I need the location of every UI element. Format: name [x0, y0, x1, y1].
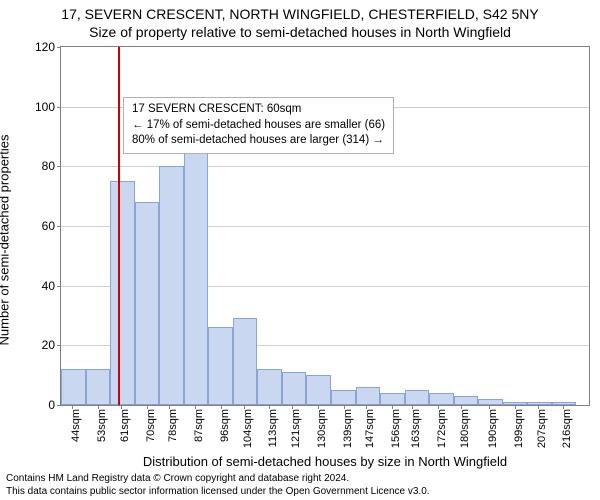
x-tick-label: 207sqm: [536, 409, 548, 448]
histogram-bar: [86, 369, 111, 405]
x-tick-label: 113sqm: [267, 409, 279, 447]
x-tick-mark: [489, 405, 490, 409]
x-tick-mark: [461, 405, 462, 409]
plot-area: 02040608010012044sqm53sqm61sqm70sqm78sqm…: [60, 46, 590, 406]
x-tick-mark: [366, 405, 367, 409]
x-tick-mark: [292, 405, 293, 409]
x-tick-label: 70sqm: [145, 409, 157, 442]
y-tick-mark: [57, 286, 61, 287]
histogram-bar: [405, 390, 430, 405]
x-tick-label: 87sqm: [193, 409, 205, 442]
x-tick-label: 78sqm: [167, 409, 179, 442]
x-tick-label: 139sqm: [342, 409, 354, 448]
chart-title-line1: 17, SEVERN CRESCENT, NORTH WINGFIELD, CH…: [0, 6, 600, 22]
histogram-bar: [331, 390, 356, 405]
y-tick-label: 60: [42, 219, 55, 233]
x-tick-label: 44sqm: [70, 409, 82, 442]
histogram-bar: [184, 148, 209, 405]
histogram-bar: [478, 399, 503, 405]
histogram-bar: [306, 375, 331, 405]
histogram-bar: [61, 369, 86, 405]
legend-box: 17 SEVERN CRESCENT: 60sqm ← 17% of semi-…: [123, 97, 394, 154]
y-tick-label: 40: [42, 279, 55, 293]
histogram-bar: [135, 202, 160, 405]
histogram-bar: [159, 166, 184, 405]
histogram-bar: [527, 402, 552, 405]
histogram-bar: [282, 372, 307, 405]
x-tick-label: 199sqm: [513, 409, 525, 448]
x-tick-label: 53sqm: [96, 409, 108, 442]
histogram-bar: [110, 181, 135, 405]
x-tick-mark: [563, 405, 564, 409]
chart-title-line2: Size of property relative to semi-detach…: [0, 24, 600, 40]
y-tick-mark: [57, 166, 61, 167]
x-tick-label: 104sqm: [242, 409, 254, 448]
y-tick-label: 20: [42, 338, 55, 352]
x-tick-label: 180sqm: [459, 409, 471, 448]
x-tick-mark: [195, 405, 196, 409]
y-tick-label: 80: [42, 159, 55, 173]
x-tick-mark: [169, 405, 170, 409]
footer-line-2: This data contains public sector informa…: [6, 486, 430, 499]
reference-marker-line: [118, 47, 120, 405]
histogram-bar: [233, 318, 258, 405]
legend-line-2: ← 17% of semi-detached houses are smalle…: [132, 118, 385, 134]
x-tick-mark: [392, 405, 393, 409]
y-tick-label: 0: [48, 398, 55, 412]
footer-attribution: Contains HM Land Registry data © Crown c…: [6, 473, 430, 498]
y-tick-mark: [57, 345, 61, 346]
histogram-bar: [356, 387, 381, 405]
y-tick-mark: [57, 226, 61, 227]
histogram-bar: [208, 327, 233, 405]
x-tick-label: 190sqm: [487, 409, 499, 448]
x-tick-mark: [269, 405, 270, 409]
x-tick-label: 163sqm: [410, 409, 422, 448]
x-tick-mark: [344, 405, 345, 409]
x-tick-mark: [244, 405, 245, 409]
x-tick-label: 172sqm: [436, 409, 448, 448]
legend-line-3: 80% of semi-detached houses are larger (…: [132, 133, 385, 149]
x-tick-label: 121sqm: [290, 409, 302, 448]
x-tick-mark: [121, 405, 122, 409]
x-tick-label: 147sqm: [364, 409, 376, 448]
y-tick-mark: [57, 47, 61, 48]
histogram-bar: [380, 393, 405, 405]
y-tick-mark: [57, 405, 61, 406]
legend-line-1: 17 SEVERN CRESCENT: 60sqm: [132, 102, 385, 118]
chart-container: 17, SEVERN CRESCENT, NORTH WINGFIELD, CH…: [0, 0, 600, 500]
histogram-bar: [454, 396, 479, 405]
histogram-bar: [257, 369, 282, 405]
x-tick-label: 130sqm: [316, 409, 328, 448]
x-tick-mark: [412, 405, 413, 409]
x-tick-mark: [438, 405, 439, 409]
x-tick-mark: [538, 405, 539, 409]
histogram-bar: [429, 393, 454, 405]
x-tick-label: 61sqm: [119, 409, 131, 442]
x-tick-label: 156sqm: [390, 409, 402, 448]
footer-line-1: Contains HM Land Registry data © Crown c…: [6, 473, 430, 486]
x-tick-mark: [318, 405, 319, 409]
grid-line: [61, 166, 589, 167]
y-axis-label: Number of semi-detached properties: [0, 29, 12, 240]
x-tick-mark: [147, 405, 148, 409]
x-tick-mark: [72, 405, 73, 409]
x-tick-label: 216sqm: [561, 409, 573, 448]
x-tick-mark: [515, 405, 516, 409]
x-tick-mark: [221, 405, 222, 409]
x-tick-label: 96sqm: [219, 409, 231, 442]
y-tick-mark: [57, 107, 61, 108]
y-tick-label: 100: [35, 100, 55, 114]
x-axis-title: Distribution of semi-detached houses by …: [60, 454, 590, 469]
x-tick-mark: [98, 405, 99, 409]
y-tick-label: 120: [35, 40, 55, 54]
